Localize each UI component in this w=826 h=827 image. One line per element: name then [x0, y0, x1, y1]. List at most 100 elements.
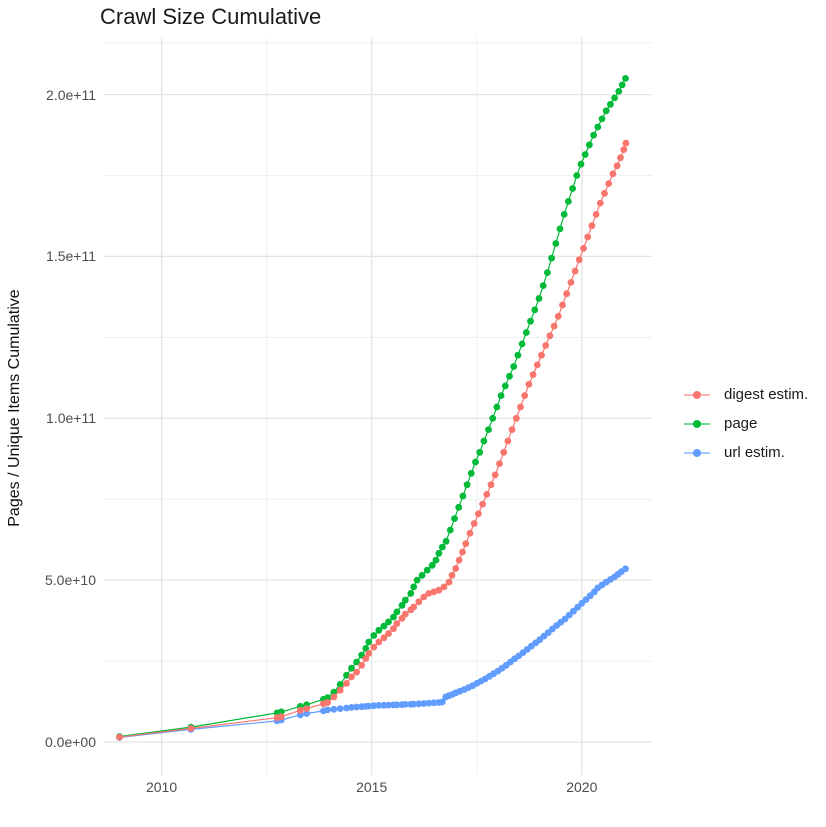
data-point-digestestim — [504, 437, 512, 445]
y-tick-label: 2.0e+11 — [46, 86, 96, 103]
data-point-page — [586, 141, 593, 149]
data-point-page — [527, 317, 534, 325]
data-point-digestestim — [538, 351, 545, 359]
data-point-digestestim — [303, 705, 310, 712]
data-point-digestestim — [525, 380, 533, 388]
data-point-digestestim — [462, 540, 470, 547]
data-point-digestestim — [358, 661, 365, 669]
y-tick-label: 1.0e+11 — [46, 410, 96, 427]
data-point-digestestim — [277, 713, 285, 721]
data-point-page — [590, 131, 597, 139]
legend-label: digest estim. — [724, 386, 809, 403]
data-point-digestestim — [605, 180, 613, 188]
series-line-urlestim — [119, 568, 626, 739]
data-point-page — [611, 94, 618, 102]
data-point-digestestim — [296, 706, 304, 714]
legend-key-url — [684, 446, 710, 460]
legend-label: page — [724, 415, 758, 432]
data-point-page — [485, 426, 492, 433]
data-point-digestestim — [420, 593, 428, 601]
data-point-page — [365, 638, 373, 646]
data-point-digestestim — [324, 699, 331, 706]
data-point-page — [531, 306, 539, 314]
legend-item-digest: digest estim. — [684, 380, 808, 409]
data-point-digestestim — [390, 625, 397, 633]
data-point-digestestim — [452, 565, 460, 572]
data-point-digestestim — [559, 301, 566, 309]
data-point-page — [565, 198, 572, 205]
data-point-page — [451, 515, 458, 522]
data-point-urlestim — [324, 706, 331, 714]
data-point-page — [569, 185, 576, 192]
data-point-page — [615, 88, 623, 95]
data-point-urlestim — [343, 704, 350, 712]
data-point-page — [428, 561, 436, 569]
data-point-digestestim — [380, 634, 388, 642]
data-point-page — [556, 225, 564, 233]
data-point-page — [476, 448, 484, 456]
legend-key-digest — [684, 388, 710, 402]
data-point-page — [506, 372, 513, 380]
data-point-page — [375, 626, 383, 634]
data-point-digestestim — [620, 146, 628, 154]
data-point-page — [398, 602, 406, 609]
data-point-page — [336, 681, 344, 688]
data-point-digestestim — [533, 361, 541, 369]
data-point-page — [552, 240, 560, 247]
data-point-urlestim — [415, 700, 423, 708]
data-point-page — [535, 295, 543, 302]
data-point-page — [362, 645, 370, 652]
data-point-digestestim — [487, 481, 495, 489]
data-point-page — [573, 172, 581, 179]
data-point-page — [407, 590, 415, 597]
data-point-digestestim — [435, 586, 443, 594]
data-point-digestestim — [500, 448, 508, 456]
data-point-page — [418, 571, 426, 579]
data-point-digestestim — [459, 548, 466, 556]
data-point-digestestim — [466, 529, 474, 537]
chart-title: Crawl Size Cumulative — [100, 4, 322, 29]
data-point-page — [463, 481, 471, 489]
data-point-urlestim — [353, 703, 360, 711]
data-point-digestestim — [609, 170, 617, 178]
data-point-urlestim — [393, 701, 401, 709]
data-point-digestestim — [542, 342, 550, 349]
y-axis-title: Pages / Unique Items Cumulative — [6, 289, 23, 527]
data-point-digestestim — [336, 686, 344, 694]
data-point-digestestim — [491, 471, 499, 479]
data-point-page — [560, 211, 568, 218]
data-point-digestestim — [362, 655, 370, 662]
data-point-page — [598, 115, 606, 123]
y-tick-label: 1.5e+11 — [46, 248, 96, 265]
data-point-digestestim — [353, 668, 360, 676]
data-point-page — [432, 556, 440, 564]
data-point-urlestim — [370, 702, 378, 710]
data-point-digestestim — [475, 510, 482, 518]
data-point-page — [480, 437, 488, 445]
legend-point-icon — [693, 419, 701, 428]
legend-item-page: page — [684, 409, 808, 438]
data-point-page — [510, 363, 518, 370]
data-point-page — [489, 414, 497, 422]
legend-point-icon — [693, 390, 701, 399]
data-point-digestestim — [385, 630, 392, 637]
data-point-digestestim — [365, 649, 373, 657]
data-point-urlestim — [303, 710, 310, 717]
data-point-digestestim — [445, 578, 453, 586]
data-point-page — [324, 694, 331, 701]
data-point-page — [390, 613, 397, 621]
x-tick-label: 2010 — [145, 779, 178, 795]
data-point-page — [442, 537, 450, 545]
data-point-page — [370, 632, 378, 639]
data-point-digestestim — [567, 279, 575, 286]
data-point-digestestim — [410, 603, 418, 611]
data-point-digestestim — [584, 233, 592, 241]
data-point-digestestim — [550, 322, 558, 330]
data-point-digestestim — [622, 139, 630, 147]
data-point-urlestim — [330, 705, 338, 713]
data-point-digestestim — [546, 332, 554, 340]
data-point-digestestim — [187, 725, 195, 732]
data-point-page — [277, 708, 285, 716]
data-point-urlestim — [430, 699, 438, 707]
